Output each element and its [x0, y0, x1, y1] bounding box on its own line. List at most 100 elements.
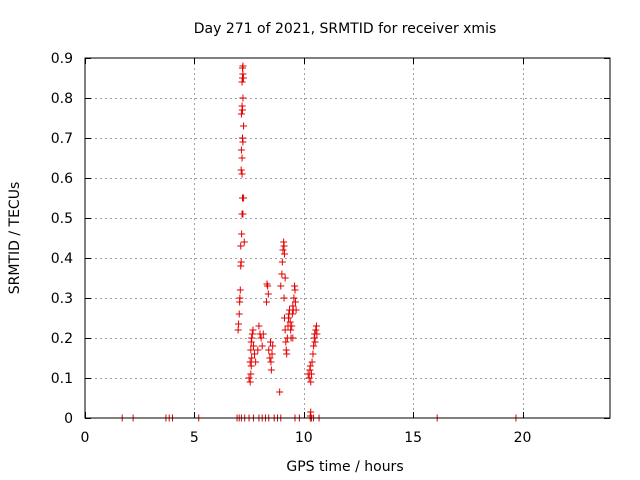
- data-point: [239, 74, 247, 82]
- data-point: [276, 388, 284, 396]
- data-point: [239, 62, 247, 70]
- data-point: [266, 354, 274, 362]
- data-point: [280, 242, 288, 250]
- data-point: [309, 350, 317, 358]
- data-point: [288, 310, 296, 318]
- data-point: [252, 358, 260, 366]
- data-point: [281, 274, 289, 282]
- data-point: [247, 370, 255, 378]
- data-point: [267, 358, 275, 366]
- data-point: [277, 282, 285, 290]
- y-tick-label: 0.5: [51, 211, 73, 227]
- data-point: [235, 310, 243, 318]
- data-point: [306, 362, 314, 370]
- y-tick-label: 0: [64, 411, 73, 427]
- data-point: [259, 330, 267, 338]
- data-point: [240, 238, 248, 246]
- data-point: [289, 334, 297, 342]
- data-point: [236, 286, 244, 294]
- data-point: [279, 246, 287, 254]
- data-point: [282, 338, 290, 346]
- data-point: [251, 350, 259, 358]
- data-point: [247, 346, 255, 354]
- data-point: [246, 378, 254, 386]
- data-point: [257, 334, 265, 342]
- x-axis-label: GPS time / hours: [286, 459, 403, 475]
- x-tick-label: 15: [404, 430, 422, 446]
- data-point: [234, 326, 242, 334]
- data-point: [239, 106, 246, 114]
- data-point: [240, 122, 248, 130]
- y-axis-label: SRMTID / TECUs: [7, 182, 23, 295]
- data-point: [278, 258, 286, 266]
- data-point: [236, 294, 244, 302]
- y-tick-label: 0.4: [51, 251, 73, 267]
- y-tick-label: 0.9: [51, 51, 73, 67]
- data-point: [237, 146, 245, 154]
- data-point: [286, 318, 294, 326]
- data-point: [307, 370, 315, 378]
- data-point: [278, 270, 286, 278]
- data-point: [287, 326, 295, 334]
- data-point: [238, 170, 246, 178]
- x-tick-label: 20: [514, 430, 532, 446]
- data-point: [238, 154, 246, 162]
- data-point: [291, 298, 299, 306]
- data-point: [239, 94, 247, 102]
- data-point: [313, 330, 321, 338]
- data-point: [247, 362, 255, 370]
- data-point: [239, 138, 247, 146]
- data-point: [292, 306, 300, 314]
- data-point: [265, 346, 273, 354]
- data-point: [238, 230, 246, 238]
- data-point: [263, 280, 271, 288]
- data-point: [269, 342, 277, 350]
- data-point: [290, 294, 298, 302]
- data-point: [245, 374, 253, 382]
- y-tick-label: 0.1: [51, 371, 73, 387]
- data-point: [268, 350, 276, 358]
- data-point: [281, 250, 288, 258]
- data-point: [310, 342, 318, 350]
- data-point: [239, 210, 247, 218]
- data-point: [288, 322, 296, 330]
- data-point: [280, 294, 288, 302]
- data-point: [249, 326, 257, 334]
- data-point: [264, 290, 272, 298]
- data-point: [237, 242, 245, 250]
- data-point: [305, 374, 313, 382]
- data-point: [249, 342, 257, 350]
- grid-lines: [85, 58, 610, 418]
- y-tick-label: 0.3: [51, 291, 73, 307]
- y-tick-label: 0.8: [51, 91, 73, 107]
- data-point: [237, 110, 245, 118]
- data-point: [254, 346, 262, 354]
- data-points: [118, 62, 520, 422]
- y-tick-label: 0.2: [51, 331, 73, 347]
- data-point: [258, 342, 266, 350]
- data-point: [283, 350, 291, 358]
- chart-title: Day 271 of 2021, SRMTID for receiver xmi…: [194, 21, 497, 37]
- y-tick-labels: 0 0.1 0.2 0.3 0.4 0.5 0.6 0.7 0.8 0.9: [51, 51, 73, 427]
- x-tick-label: 10: [295, 430, 313, 446]
- data-point: [267, 338, 274, 346]
- data-point: [263, 298, 271, 306]
- data-point: [248, 330, 256, 338]
- data-point: [237, 258, 245, 266]
- y-tick-label: 0.7: [51, 131, 73, 147]
- data-point: [311, 338, 319, 346]
- y-tick-label: 0.6: [51, 171, 73, 187]
- data-point: [248, 354, 256, 362]
- data-point: [312, 322, 320, 330]
- data-point: [237, 166, 245, 174]
- data-point: [291, 286, 299, 294]
- data-point: [240, 194, 248, 202]
- data-point: [248, 334, 256, 342]
- data-point: [235, 320, 243, 328]
- data-point: [307, 378, 315, 386]
- data-point: [255, 322, 263, 330]
- data-point: [267, 366, 275, 374]
- data-point: [312, 326, 320, 334]
- plot-frame: [84, 57, 611, 419]
- x-tick-label: 0: [81, 430, 90, 446]
